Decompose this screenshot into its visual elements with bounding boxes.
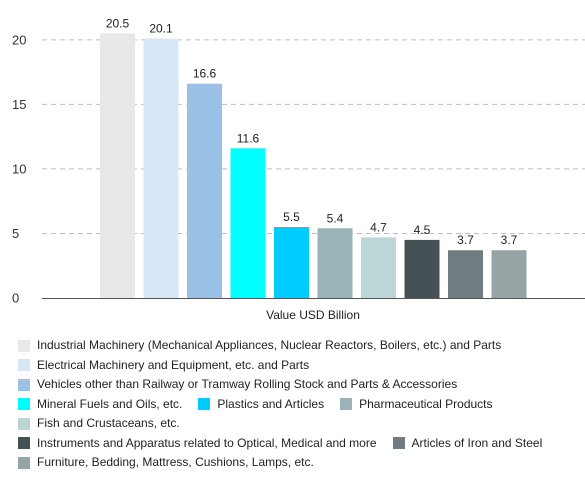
legend-item: Instruments and Apparatus related to Opt… xyxy=(18,434,377,454)
bar-value-label: 5.4 xyxy=(327,211,344,225)
legend-item: Plastics and Articles xyxy=(198,395,324,415)
bar-value-label: 16.6 xyxy=(193,67,217,81)
bar-chart: 0 5 10 15 20 20.5 20.1 16.6 11.6 5.5 5.4 4.7 4.5 3.7 3… xyxy=(12,16,585,322)
legend-row: Fish and Crustaceans, etc. xyxy=(18,414,578,434)
bar xyxy=(100,33,135,298)
legend-swatch xyxy=(340,398,353,411)
legend-item: Fish and Crustaceans, etc. xyxy=(18,414,180,434)
legend-swatch xyxy=(18,359,30,372)
legend-label: Articles of Iron and Steel xyxy=(411,435,543,450)
bar-value-label: 11.6 xyxy=(237,131,260,145)
legend-item: Furniture, Bedding, Mattress, Cushions, … xyxy=(18,453,314,473)
bar-value-label: 20.5 xyxy=(106,16,130,30)
legend-item: Industrial Machinery (Mechanical Applian… xyxy=(18,336,501,356)
legend-item: Vehicles other than Railway or Tramway R… xyxy=(18,375,457,395)
y-tick-label: 15 xyxy=(12,97,26,112)
legend-row: Instruments and Apparatus related to Opt… xyxy=(18,434,578,454)
legend-item: Articles of Iron and Steel xyxy=(392,434,543,454)
legend-swatch xyxy=(18,456,30,469)
legend-row: Furniture, Bedding, Mattress, Cushions, … xyxy=(18,453,578,473)
y-tick-label: 0 xyxy=(12,291,19,306)
legend-label: Vehicles other than Railway or Tramway R… xyxy=(37,377,458,391)
legend-swatch xyxy=(198,398,211,411)
y-tick-label: 5 xyxy=(12,226,19,241)
legend-label: Furniture, Bedding, Mattress, Cushions, … xyxy=(37,455,314,469)
legend-swatch xyxy=(18,437,30,450)
legend-item: Mineral Fuels and Oils, etc. xyxy=(18,395,182,415)
chart-legend: Industrial Machinery (Mechanical Applian… xyxy=(18,336,578,473)
chart-canvas: 0 5 10 15 20 20.5 20.1 16.6 11.6 5.5 5.4 4.7 4.5 3.7 3… xyxy=(12,16,585,322)
legend-swatch xyxy=(18,417,30,430)
legend-label: Plastics and Articles xyxy=(217,396,325,411)
bar xyxy=(230,148,266,298)
legend-label: Mineral Fuels and Oils, etc. xyxy=(37,396,183,411)
bar-value-label: 4.7 xyxy=(370,220,387,234)
legend-row: Vehicles other than Railway or Tramway R… xyxy=(18,375,578,395)
legend-label: Fish and Crustaceans, etc. xyxy=(37,416,180,430)
bar xyxy=(404,239,440,298)
bar-value-label: 3.7 xyxy=(501,233,518,247)
legend-label: Electrical Machinery and Equipment, etc.… xyxy=(37,357,310,372)
legend-item: Pharmaceutical Products xyxy=(340,395,493,415)
legend-swatch xyxy=(18,339,30,352)
legend-row: Industrial Machinery (Mechanical Applian… xyxy=(18,336,578,356)
bar xyxy=(448,250,483,298)
bar-value-label: 5.5 xyxy=(283,210,300,224)
bar xyxy=(317,228,353,298)
bar xyxy=(274,227,309,298)
bar xyxy=(491,250,527,298)
bar-value-label: 20.1 xyxy=(149,22,173,36)
bar xyxy=(361,237,396,298)
legend-item: Electrical Machinery and Equipment, etc.… xyxy=(18,356,309,376)
legend-label: Pharmaceutical Products xyxy=(359,396,493,411)
y-tick-label: 20 xyxy=(12,32,26,47)
y-tick-label: 10 xyxy=(12,161,26,176)
legend-label: Industrial Machinery (Mechanical Applian… xyxy=(37,338,502,352)
legend-swatch xyxy=(18,378,30,391)
legend-swatch xyxy=(392,437,405,450)
legend-row: Mineral Fuels and Oils, etc. Plastics and… xyxy=(18,395,578,415)
bar-value-label: 4.5 xyxy=(414,223,431,237)
bar-value-label: 3.7 xyxy=(457,233,474,247)
bar xyxy=(187,83,222,298)
x-axis-title: Value USD Billion xyxy=(266,308,360,322)
legend-label: Instruments and Apparatus related to Opt… xyxy=(37,435,377,450)
legend-swatch xyxy=(18,398,30,411)
bar xyxy=(143,38,179,298)
legend-row: Electrical Machinery and Equipment, etc.… xyxy=(18,356,578,376)
